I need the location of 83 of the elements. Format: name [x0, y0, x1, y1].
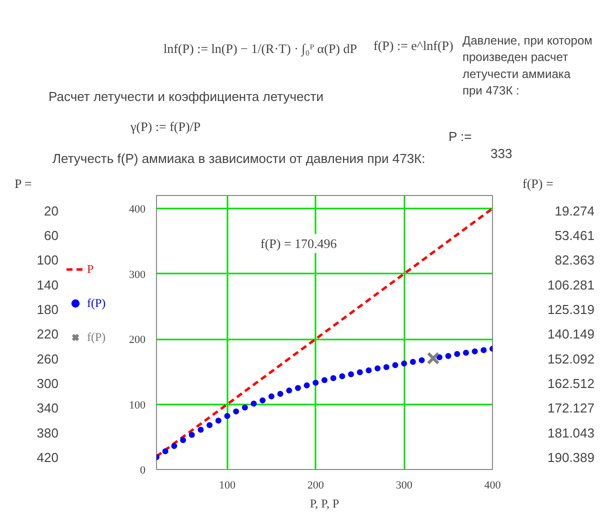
x-tick-label: 400	[484, 480, 502, 492]
text: 340	[36, 400, 59, 416]
point	[171, 443, 178, 450]
text: 380	[36, 425, 59, 440]
point	[322, 377, 328, 384]
point	[312, 380, 319, 386]
point	[250, 400, 257, 407]
point	[215, 418, 222, 424]
point	[286, 388, 292, 394]
point	[418, 357, 425, 364]
text: lnf(P) := ln(P) − 1/(R·T) · ∫₀ᴾ α(P) dP	[164, 41, 357, 57]
y-tick-label: 0	[140, 464, 146, 476]
point	[242, 404, 248, 411]
point	[206, 422, 213, 428]
point	[188, 432, 195, 438]
point	[445, 352, 452, 359]
text: γ(P) := f(P)/P	[130, 119, 201, 134]
x-tick-label: 300	[396, 480, 413, 492]
text: 190.389	[548, 450, 595, 466]
point	[233, 408, 240, 414]
x-tick-label: 100	[218, 480, 236, 492]
point	[480, 347, 487, 354]
text: 140	[36, 277, 59, 292]
text: 125.319	[548, 302, 595, 318]
text: 82.363	[554, 252, 595, 268]
text: 181.043	[548, 425, 595, 440]
text: 420	[36, 450, 59, 466]
x-tick-label: 200	[307, 480, 324, 492]
text: P =	[14, 176, 32, 191]
text: 152.092	[548, 351, 595, 366]
y-tick-label: 200	[129, 334, 146, 346]
text: Расчет летучести и коэффициента летучести	[48, 89, 324, 104]
text: 106.281	[548, 277, 595, 292]
point	[339, 373, 346, 380]
y-tick-label: 100	[129, 399, 146, 412]
point	[198, 426, 204, 433]
point	[436, 354, 442, 360]
y-tick-label: 400	[129, 204, 146, 216]
text: f(P) := e^lnf(P)	[374, 38, 454, 53]
text: 140.149	[548, 326, 595, 342]
point	[268, 393, 274, 400]
legend-label: f(P)	[87, 330, 107, 344]
point	[454, 351, 460, 358]
text: f(P) =	[522, 176, 554, 191]
text: 220	[36, 326, 59, 342]
point	[392, 362, 398, 368]
text: 60	[44, 228, 59, 243]
x-axis-title: P, P, P	[310, 496, 340, 510]
legend-label: P	[87, 262, 95, 276]
text: 333	[490, 146, 512, 161]
chart-title: Летучесть f(P) аммиака в зависимости от давления при 473К:	[52, 151, 426, 166]
text: P :=	[448, 129, 472, 144]
point	[410, 358, 416, 365]
point	[330, 375, 336, 382]
y-tick-label: 300	[129, 268, 146, 281]
point	[294, 384, 301, 391]
annotation: f(P) = 170.496	[260, 236, 338, 251]
point	[180, 437, 186, 444]
point	[348, 371, 354, 378]
point	[260, 397, 266, 404]
point	[356, 369, 363, 376]
point	[304, 382, 310, 388]
text: 260	[36, 351, 59, 366]
text: 19.274	[554, 203, 595, 218]
point	[401, 360, 408, 366]
text: 172.127	[548, 400, 595, 416]
text: 53.461	[554, 228, 595, 243]
point	[366, 367, 372, 374]
text: 162.512	[548, 376, 595, 392]
point	[426, 352, 440, 365]
point	[374, 365, 381, 372]
text: Давление, при котором произведен расчет летучести аммиака при 473К :	[462, 33, 592, 98]
point	[472, 348, 478, 354]
point	[383, 364, 390, 370]
point	[277, 390, 284, 397]
point	[162, 448, 168, 454]
legend-label: f(P)	[87, 296, 107, 310]
text: 180	[36, 302, 59, 318]
text: 20	[44, 203, 59, 218]
text: 300	[36, 376, 59, 392]
point	[224, 413, 230, 419]
point	[462, 350, 469, 356]
text: 100	[36, 252, 59, 268]
